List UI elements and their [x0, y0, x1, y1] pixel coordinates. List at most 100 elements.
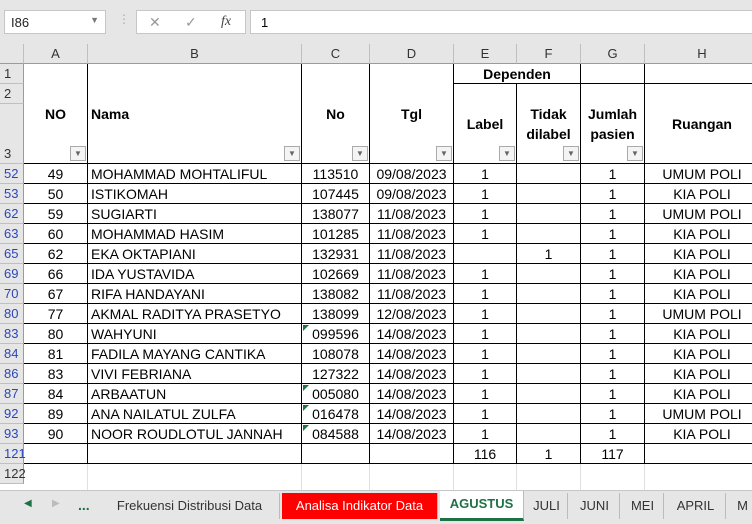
cell-ruangan[interactable]: KIA POLI: [645, 424, 752, 444]
filter-dropdown-button[interactable]: ▼: [284, 146, 300, 161]
column-header-A[interactable]: A: [24, 44, 88, 64]
cell-tgl[interactable]: 11/08/2023: [370, 264, 454, 284]
cell-id[interactable]: 138099: [302, 304, 370, 324]
cell-ruangan[interactable]: UMUM POLI: [645, 164, 752, 184]
cell-label[interactable]: 1: [454, 284, 517, 304]
cell-jumlah[interactable]: 1: [581, 184, 645, 204]
chevron-down-icon[interactable]: ▼: [90, 15, 99, 25]
cell-no[interactable]: 49: [24, 164, 88, 184]
cell-jumlah[interactable]: 1: [581, 244, 645, 264]
cell-id[interactable]: 005080: [302, 384, 370, 404]
cell-ruangan[interactable]: KIA POLI: [645, 364, 752, 384]
sheet-tab[interactable]: Frekuensi Distribusi Data: [100, 493, 280, 519]
total-tidak[interactable]: 1: [517, 444, 581, 464]
cell-label[interactable]: 1: [454, 384, 517, 404]
row-header[interactable]: 65: [0, 244, 24, 264]
cell-nama[interactable]: NOOR ROUDLOTUL JANNAH: [88, 424, 302, 444]
cell-label[interactable]: 1: [454, 324, 517, 344]
row-header[interactable]: 84: [0, 344, 24, 364]
row-header-3[interactable]: 3: [0, 104, 24, 164]
cell-nama[interactable]: RIFA HANDAYANI: [88, 284, 302, 304]
cell-tgl[interactable]: 12/08/2023: [370, 304, 454, 324]
cell-id[interactable]: 084588: [302, 424, 370, 444]
cell-tidak[interactable]: [517, 184, 581, 204]
cell-nama[interactable]: AKMAL RADITYA PRASETYO: [88, 304, 302, 324]
cell-id[interactable]: 127322: [302, 364, 370, 384]
row-header[interactable]: 92: [0, 404, 24, 424]
cell-label[interactable]: 1: [454, 184, 517, 204]
column-header-C[interactable]: C: [302, 44, 370, 64]
sheet-tab[interactable]: MEI: [622, 493, 664, 519]
filter-dropdown-button[interactable]: ▼: [563, 146, 579, 161]
row-header[interactable]: 69: [0, 264, 24, 284]
name-box[interactable]: I86 ▼: [4, 10, 106, 34]
cell-tgl[interactable]: 14/08/2023: [370, 404, 454, 424]
cell-label[interactable]: 1: [454, 204, 517, 224]
cell-tgl[interactable]: 09/08/2023: [370, 184, 454, 204]
cell-jumlah[interactable]: 1: [581, 284, 645, 304]
sheet-tab[interactable]: JUNI: [570, 493, 620, 519]
cell-id[interactable]: 016478: [302, 404, 370, 424]
sheet-tab[interactable]: M: [728, 493, 752, 519]
insert-function-icon[interactable]: fx: [221, 14, 232, 29]
cell-tgl[interactable]: 14/08/2023: [370, 384, 454, 404]
cell-ruangan[interactable]: UMUM POLI: [645, 304, 752, 324]
cell-ruangan[interactable]: KIA POLI: [645, 264, 752, 284]
cell-label[interactable]: 1: [454, 404, 517, 424]
cell-tidak[interactable]: [517, 424, 581, 444]
cell-tidak[interactable]: [517, 364, 581, 384]
cell-no[interactable]: 83: [24, 364, 88, 384]
cell-ruangan[interactable]: UMUM POLI: [645, 404, 752, 424]
sheet-tab[interactable]: APRIL: [666, 493, 726, 519]
cell-tgl[interactable]: 11/08/2023: [370, 284, 454, 304]
cell-id[interactable]: 138077: [302, 204, 370, 224]
cell-nama[interactable]: MOHAMMAD HASIM: [88, 224, 302, 244]
scroll-right-icon[interactable]: ▶: [52, 498, 60, 509]
sheet-tab[interactable]: JULI: [526, 493, 568, 519]
cell-no[interactable]: 67: [24, 284, 88, 304]
cell-nama[interactable]: ISTIKOMAH: [88, 184, 302, 204]
total-empty[interactable]: [645, 444, 752, 464]
total-label[interactable]: 116: [454, 444, 517, 464]
cell-ruangan[interactable]: KIA POLI: [645, 184, 752, 204]
row-header[interactable]: 53: [0, 184, 24, 204]
formula-input[interactable]: 1: [250, 10, 752, 34]
cell-ruangan[interactable]: KIA POLI: [645, 224, 752, 244]
cell-label[interactable]: 1: [454, 224, 517, 244]
cell-id[interactable]: 101285: [302, 224, 370, 244]
cell-tidak[interactable]: [517, 384, 581, 404]
cell-tgl[interactable]: 11/08/2023: [370, 224, 454, 244]
total-empty[interactable]: [24, 444, 88, 464]
row-header-1[interactable]: 1: [0, 64, 24, 84]
cell-no[interactable]: 81: [24, 344, 88, 364]
cell-jumlah[interactable]: 1: [581, 264, 645, 284]
cell-tidak[interactable]: [517, 264, 581, 284]
cell-nama[interactable]: EKA OKTAPIANI: [88, 244, 302, 264]
cell-tidak[interactable]: [517, 224, 581, 244]
cell-no[interactable]: 59: [24, 204, 88, 224]
cell-tidak[interactable]: [517, 404, 581, 424]
cell-tidak[interactable]: [517, 324, 581, 344]
cell-tgl[interactable]: 11/08/2023: [370, 204, 454, 224]
cell-tidak[interactable]: [517, 304, 581, 324]
column-header-H[interactable]: H: [645, 44, 752, 64]
cell-id[interactable]: 132931: [302, 244, 370, 264]
cell-tgl[interactable]: 14/08/2023: [370, 324, 454, 344]
cell-id[interactable]: 107445: [302, 184, 370, 204]
row-header[interactable]: 80: [0, 304, 24, 324]
row-header[interactable]: 122: [0, 464, 26, 484]
row-header[interactable]: 70: [0, 284, 24, 304]
cell-tidak[interactable]: [517, 204, 581, 224]
row-header[interactable]: 63: [0, 224, 24, 244]
cell-label[interactable]: 1: [454, 424, 517, 444]
cell-nama[interactable]: ARBAATUN: [88, 384, 302, 404]
sheet-tab[interactable]: Analisa Indikator Data: [282, 493, 438, 519]
total-jumlah[interactable]: 117: [581, 444, 645, 464]
sheet-tab[interactable]: AGUSTUS: [440, 491, 524, 521]
cell-no[interactable]: 60: [24, 224, 88, 244]
cell-label[interactable]: 1: [454, 364, 517, 384]
cell-no[interactable]: 89: [24, 404, 88, 424]
cell-tidak[interactable]: [517, 164, 581, 184]
cell-jumlah[interactable]: 1: [581, 424, 645, 444]
enter-icon[interactable]: ✓: [185, 14, 197, 30]
